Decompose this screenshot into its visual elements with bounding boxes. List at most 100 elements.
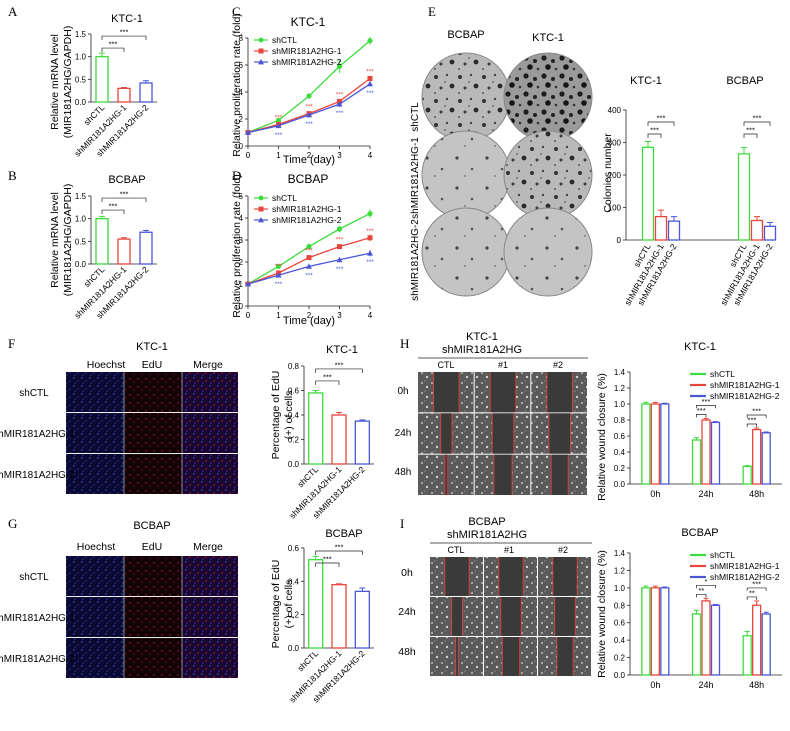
F-ytick-label-0: 0.0	[288, 460, 300, 469]
H-bar-1-0	[691, 439, 702, 485]
H-wound-gap-0-2	[546, 372, 573, 413]
G-ytick-label-2: 0.4	[288, 577, 300, 586]
A-ytick-label-0: 0.0	[75, 98, 87, 107]
C-sig-1-4: ***	[366, 69, 374, 76]
A-bar-1	[117, 87, 131, 103]
F-ytick-label-4: 0.8	[288, 362, 300, 371]
D-sig-1-1: ***	[275, 263, 283, 270]
panel-a: KTC-1 Relative mRNA level (MIR181A2HG/GA…	[49, 13, 157, 159]
I-legend-label-1: shMIR181A2HG-1	[710, 561, 780, 571]
panel-e-row-sh2: shMIR181A2HG-2	[410, 219, 421, 301]
C-sig-2-3: ***	[336, 110, 344, 117]
C-xtick-label-2: 2	[307, 151, 312, 160]
G-bar-2	[354, 590, 370, 649]
A-ytick-label-2: 1.0	[75, 53, 87, 62]
G-ytick-label-1: 0.2	[288, 611, 300, 620]
I-ytick-label-4: 0.8	[614, 601, 626, 610]
B-bar-2	[139, 231, 153, 265]
F-sig-0: ***	[323, 372, 332, 381]
panel-e: BCBAP KTC-1 shCTL shMIR181A2HG-1 shMIR18…	[410, 29, 777, 307]
D-ytick-label-5: 5	[239, 192, 244, 201]
panel-h: KTC-1 shMIR181A2HG CTL #1 #2 0h 24h 48h …	[395, 331, 782, 501]
I-wound-gap-1-0	[451, 597, 463, 636]
C-xtick-label-4: 4	[368, 151, 373, 160]
panel-e-col-ktc1: KTC-1	[532, 32, 564, 44]
H-wound-gap-1-1	[492, 413, 514, 454]
I-bar-2-2	[761, 613, 771, 676]
B-bar-1	[117, 238, 131, 265]
E-bracket-1-0	[743, 133, 758, 138]
I-ytick-label-1: 0.2	[614, 654, 626, 663]
D-ytick-label-4: 4	[239, 214, 244, 223]
G-ytick-label-0: 0.0	[288, 644, 300, 653]
img-f-r1-hoechst	[66, 372, 124, 412]
panel-a-ylabel2: (MIR181A2HG/GAPDH)	[62, 26, 74, 139]
H-ytick-label-6: 1.2	[614, 384, 626, 393]
E-ytick-label-0: 0	[617, 236, 622, 245]
E-bracket-0-0	[647, 133, 662, 138]
D-point-0-1	[275, 263, 282, 269]
H-ytick-label-7: 1.4	[614, 368, 626, 377]
C-legend-label-2: shMIR181A2HG-2	[272, 57, 342, 67]
F-ytick-label-1: 0.2	[288, 436, 300, 445]
D-point-0-3	[336, 226, 343, 232]
panel-e-row-shctl: shCTL	[410, 102, 421, 132]
img-g-r3-merge	[182, 638, 238, 678]
panel-i-col-ctl: CTL	[447, 545, 464, 555]
E-bracket-0-1	[647, 121, 675, 126]
I-ytick-label-5: 1.0	[614, 584, 626, 593]
I-bracket-2-0	[746, 596, 758, 600]
F-ytick-label-3: 0.6	[288, 387, 300, 396]
panel-g-title: BCBAP	[133, 520, 170, 532]
panel-f-ylabel: Percentage of EdU	[270, 371, 282, 460]
D-ytick-label-2: 2	[239, 258, 244, 267]
panel-i-ylabel: Relative wound closure (%)	[596, 550, 608, 678]
D-legend-label-2: shMIR181A2HG-2	[272, 215, 342, 225]
panel-label-c: C	[232, 4, 241, 19]
panel-h-row-24h: 24h	[395, 428, 412, 439]
D-legend-marker-1	[258, 206, 264, 212]
panel-label-b: B	[8, 168, 17, 183]
I-ytick-label-2: 0.4	[614, 636, 626, 645]
E-bar-1-0	[737, 153, 751, 241]
I-sig-2-0: **	[749, 588, 755, 597]
panel-e-title-ktc1: KTC-1	[630, 75, 662, 87]
H-ytick-label-4: 0.8	[614, 416, 626, 425]
H-sig-1-0: ***	[697, 406, 706, 415]
panel-d-chart: 0 1 2 3 4 5 0 1 2 3 4 shCTL *** *** *** *** shMIR181A2HG…	[239, 192, 375, 320]
C-sig-2-2: ***	[305, 121, 313, 128]
img-g-r1-hoechst	[66, 556, 124, 596]
B-sig-0: ***	[109, 202, 118, 211]
D-legend-marker-0	[258, 195, 264, 201]
H-legend-label-1: shMIR181A2HG-1	[710, 380, 780, 390]
G-bracket-0	[315, 562, 340, 567]
D-sig-2-3: ***	[336, 266, 344, 273]
img-f-r1-merge	[182, 372, 238, 412]
H-bar-1-2	[710, 421, 721, 485]
A-bar-0	[95, 56, 109, 103]
panel-i-col-1: #1	[504, 545, 514, 555]
D-xtick-label-3: 3	[337, 311, 342, 320]
D-sig-2-1: ***	[275, 281, 283, 288]
A-bar-2	[139, 82, 153, 103]
D-xtick-label-0: 0	[246, 311, 251, 320]
I-bar-2-1	[752, 604, 762, 676]
C-sig-1-3: ***	[336, 91, 344, 98]
H-ytick-label-5: 1.0	[614, 400, 626, 409]
I-wound-gap-1-2	[554, 597, 576, 636]
panel-c: KTC-1 Relative proliferation rate (fold)…	[231, 13, 374, 166]
panel-i: BCBAP shMIR181A2HG CTL #1 #2 0h 24h 48h …	[398, 516, 782, 690]
E-ytick-label-2: 200	[608, 171, 622, 180]
D-ytick-label-1: 1	[239, 280, 244, 289]
H-wound-gap-0-1	[490, 372, 516, 413]
panel-f-col-hoechst: Hoechst	[87, 359, 126, 371]
E-bar-0-1	[654, 215, 668, 241]
panel-h-chart: 0.00.20.40.60.81.01.21.40h 24h******48h**…	[614, 368, 782, 499]
panel-f-col-edu: EdU	[142, 359, 162, 371]
H-wound-gap-0-0	[433, 372, 460, 413]
I-bar-2-0	[742, 635, 752, 676]
panel-label-h: H	[400, 336, 409, 351]
img-g-r3-hoechst	[66, 638, 124, 678]
panel-b-ylabel2: (MIR181A2HG/GAPDH)	[62, 184, 74, 297]
